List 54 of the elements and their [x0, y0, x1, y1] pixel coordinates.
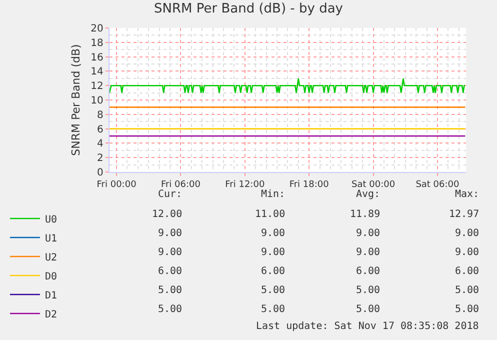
chart-title: SNRM Per Band (dB) - by day: [154, 2, 344, 16]
y-tick-label: 18: [90, 38, 104, 49]
y-tick-label: 8: [97, 110, 104, 121]
text: Min:: [261, 189, 286, 200]
y-tick-label: 4: [97, 138, 104, 150]
y-tick-label: 14: [90, 66, 104, 78]
text: 5.00: [356, 304, 380, 315]
text: 9.00: [158, 228, 182, 239]
y-tick-label: 2: [97, 153, 104, 164]
y-tick-label: 10: [90, 96, 104, 106]
text: 6.00: [261, 266, 286, 277]
y-tick-label: 6: [97, 124, 104, 136]
text: 12.97: [449, 209, 480, 220]
text: 9.00: [455, 228, 480, 239]
text: 5.00: [158, 285, 182, 296]
x-tick-label: Sat 06:00: [416, 180, 460, 190]
x-tick-label: Fri 12:00: [225, 180, 265, 190]
text: 12.00: [152, 209, 182, 220]
legend-label: D2: [44, 309, 58, 320]
y-tick-label: 16: [90, 52, 104, 64]
text: 9.00: [356, 228, 380, 239]
text: 5.00: [356, 285, 380, 296]
text: 5.00: [158, 304, 182, 315]
text: 5.00: [261, 285, 286, 296]
legend-label: D1: [44, 290, 58, 302]
x-tick-label: Fri 00:00: [96, 180, 137, 190]
text: 9.00: [356, 247, 380, 258]
text: 9.00: [455, 247, 480, 258]
legend-label: D0: [44, 271, 58, 282]
text: 6.00: [356, 266, 380, 277]
text: 6.00: [455, 266, 480, 277]
text: 9.00: [261, 247, 286, 258]
text: 5.00: [455, 304, 480, 315]
y-axis-title: SNRM Per Band (dB): [69, 44, 82, 156]
y-tick-label: 12: [90, 81, 104, 92]
legend-label: U1: [44, 233, 58, 244]
x-tick-label: Fri 06:00: [160, 180, 201, 190]
text: Max:: [455, 189, 480, 200]
y-tick-label: 0: [97, 168, 104, 178]
x-tick-label: Sat 00:00: [352, 180, 396, 190]
text: 5.00: [455, 285, 480, 296]
text: 6.00: [158, 266, 182, 277]
x-tick-label: Fri 18:00: [289, 180, 330, 190]
y-tick-label: 20: [90, 24, 104, 34]
text: 9.00: [158, 247, 182, 258]
text: 9.00: [261, 228, 286, 239]
legend-label: U2: [44, 252, 58, 264]
text: 11.89: [350, 209, 380, 220]
text: Cur:: [158, 189, 182, 200]
text: Last update: Sat Nov 17 08:35:08 2018: [256, 321, 479, 332]
text: 11.00: [255, 209, 286, 220]
legend-label: U0: [44, 214, 58, 226]
text: 5.00: [261, 304, 286, 315]
text: Avg:: [356, 189, 380, 200]
